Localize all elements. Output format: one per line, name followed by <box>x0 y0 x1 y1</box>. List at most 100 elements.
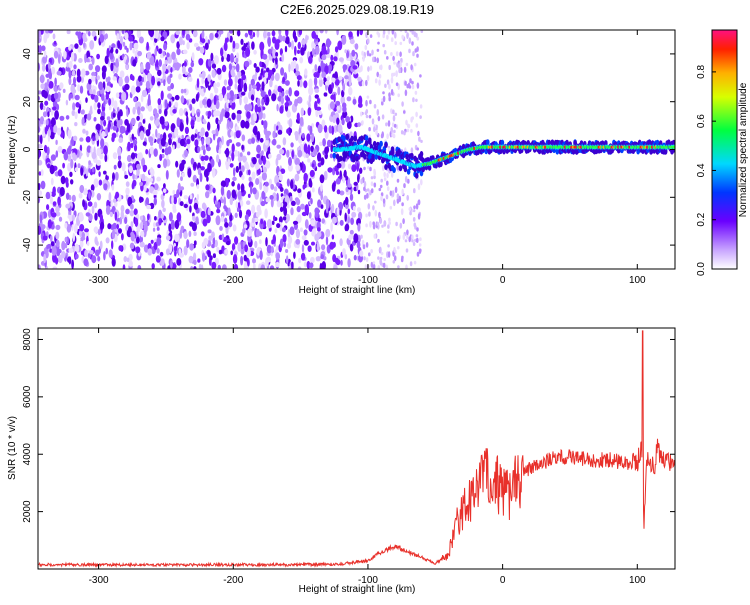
noise-cell <box>201 202 207 210</box>
noise-cell <box>79 144 83 152</box>
noise-cell <box>276 144 282 149</box>
noise-cell <box>165 170 169 180</box>
noise-cell <box>241 74 246 81</box>
noise-cell <box>57 196 61 206</box>
noise-cell <box>136 101 141 109</box>
noise-cell <box>415 98 418 103</box>
noise-cell <box>414 238 417 242</box>
noise-cell <box>410 147 414 154</box>
noise-cell <box>368 134 371 139</box>
noise-cell <box>157 81 161 86</box>
noise-cell <box>219 226 223 231</box>
noise-cell <box>378 79 381 86</box>
noise-cell <box>243 96 249 105</box>
noise-cell <box>246 200 251 205</box>
noise-cell <box>145 149 149 155</box>
noise-cell <box>318 78 323 87</box>
noise-cell <box>289 128 293 134</box>
noise-cell <box>110 62 114 72</box>
noise-cell <box>265 197 270 203</box>
noise-cell <box>75 31 80 36</box>
noise-cell <box>190 61 195 68</box>
noise-cell <box>361 50 364 56</box>
noise-cell <box>308 55 313 64</box>
noise-cell <box>124 83 130 91</box>
noise-cell <box>377 238 380 243</box>
noise-cell <box>372 221 376 226</box>
noise-cell <box>413 62 417 67</box>
noise-cell <box>147 243 152 251</box>
noise-cell <box>167 93 173 99</box>
noise-cell <box>236 110 242 115</box>
noise-cell <box>73 64 77 70</box>
noise-cell <box>286 110 292 118</box>
noise-cell <box>38 190 43 196</box>
signal-halo-cell <box>384 142 388 148</box>
noise-cell <box>241 174 245 180</box>
noise-cell <box>364 45 368 50</box>
noise-cell <box>58 254 63 264</box>
noise-cell <box>49 164 55 175</box>
noise-cell <box>340 259 343 266</box>
noise-cell <box>214 32 219 38</box>
noise-cell <box>403 110 406 114</box>
noise-cell <box>137 265 142 269</box>
noise-cell <box>38 183 41 191</box>
noise-cell <box>190 266 194 269</box>
noise-cell <box>398 195 402 203</box>
noise-cell <box>180 95 185 104</box>
noise-cell <box>190 182 195 187</box>
noise-cell <box>226 120 231 129</box>
noise-cell <box>215 154 220 163</box>
noise-cell <box>353 233 359 244</box>
noise-cell <box>135 246 141 254</box>
noise-cell <box>311 163 315 168</box>
noise-cell <box>101 65 107 74</box>
noise-cell <box>356 30 360 37</box>
noise-cell <box>383 257 387 262</box>
noise-cell <box>290 207 294 216</box>
noise-cell <box>104 127 109 135</box>
noise-cell <box>393 123 397 128</box>
noise-cell <box>207 121 211 131</box>
signal-core-cell <box>672 145 675 149</box>
noise-cell <box>370 188 374 194</box>
noise-cell <box>182 49 188 55</box>
y-tick-label: 20 <box>22 96 33 108</box>
noise-cell <box>94 249 100 257</box>
noise-cell <box>279 187 284 192</box>
noise-cell <box>179 122 184 132</box>
noise-cell <box>147 105 153 112</box>
noise-cell <box>389 190 393 196</box>
noise-cell <box>94 212 98 221</box>
noise-cell <box>325 80 330 86</box>
noise-cell <box>60 175 66 185</box>
noise-cell <box>376 48 380 52</box>
noise-cell <box>273 215 276 221</box>
noise-cell <box>310 198 313 205</box>
noise-cell <box>341 35 347 45</box>
noise-cell <box>219 141 222 149</box>
noise-cell <box>337 40 343 51</box>
noise-cell <box>111 240 114 250</box>
noise-cell <box>244 214 249 221</box>
noise-cell <box>332 114 337 124</box>
noise-cell <box>156 248 160 254</box>
noise-cell <box>81 116 85 126</box>
noise-cell <box>77 108 81 114</box>
noise-cell <box>319 30 324 34</box>
noise-cell <box>96 193 102 201</box>
noise-cell <box>291 261 294 269</box>
noise-cell <box>373 182 377 188</box>
noise-cell <box>175 160 179 168</box>
noise-cell <box>117 111 121 121</box>
noise-cell <box>392 115 396 122</box>
y-tick-label: -40 <box>22 237 33 252</box>
noise-cell <box>130 203 134 210</box>
noise-cell <box>301 244 305 253</box>
noise-cell <box>115 58 119 68</box>
signal-halo-cell <box>379 140 383 147</box>
signal-halo-cell <box>427 164 432 171</box>
noise-cell <box>394 186 398 193</box>
noise-cell <box>396 178 400 183</box>
